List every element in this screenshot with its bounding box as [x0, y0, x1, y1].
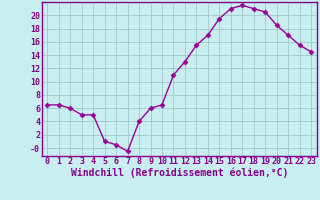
X-axis label: Windchill (Refroidissement éolien,°C): Windchill (Refroidissement éolien,°C)	[70, 168, 288, 178]
